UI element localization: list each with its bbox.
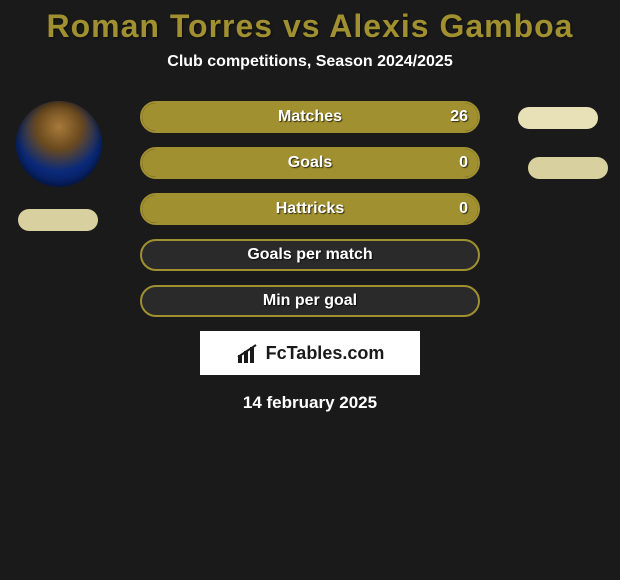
stat-bar-goals-per-match: Goals per match	[140, 239, 480, 271]
subtitle: Club competitions, Season 2024/2025	[0, 53, 620, 71]
stat-bar-label: Goals	[142, 149, 478, 177]
stat-bar-label: Hattricks	[142, 195, 478, 223]
stat-bar-label: Matches	[142, 103, 478, 131]
stat-bar-value: 0	[459, 149, 468, 177]
stat-bar-matches: Matches 26	[140, 101, 480, 133]
stat-bars: Matches 26 Goals 0 Hattricks 0 Goals per…	[140, 101, 480, 317]
vs-text: vs	[283, 8, 321, 44]
player2-badge-2	[528, 157, 608, 179]
comparison-title: Roman Torres vs Alexis Gamboa	[0, 0, 620, 45]
stat-bar-hattricks: Hattricks 0	[140, 193, 480, 225]
stat-bar-goals: Goals 0	[140, 147, 480, 179]
player1-badge	[18, 209, 98, 231]
player2-badge-1	[518, 107, 598, 129]
content-area: Matches 26 Goals 0 Hattricks 0 Goals per…	[0, 101, 620, 413]
bar-chart-icon	[236, 343, 260, 363]
stat-bar-label: Goals per match	[142, 241, 478, 269]
source-logo: FcTables.com	[200, 331, 420, 375]
stat-bar-value: 0	[459, 195, 468, 223]
player1-name: Roman Torres	[47, 8, 274, 44]
stat-bar-label: Min per goal	[142, 287, 478, 315]
stat-bar-value: 26	[450, 103, 468, 131]
player1-avatar	[16, 101, 102, 187]
player2-name: Alexis Gamboa	[329, 8, 573, 44]
stat-bar-min-per-goal: Min per goal	[140, 285, 480, 317]
source-logo-text: FcTables.com	[266, 343, 385, 364]
date-label: 14 february 2025	[0, 393, 620, 413]
